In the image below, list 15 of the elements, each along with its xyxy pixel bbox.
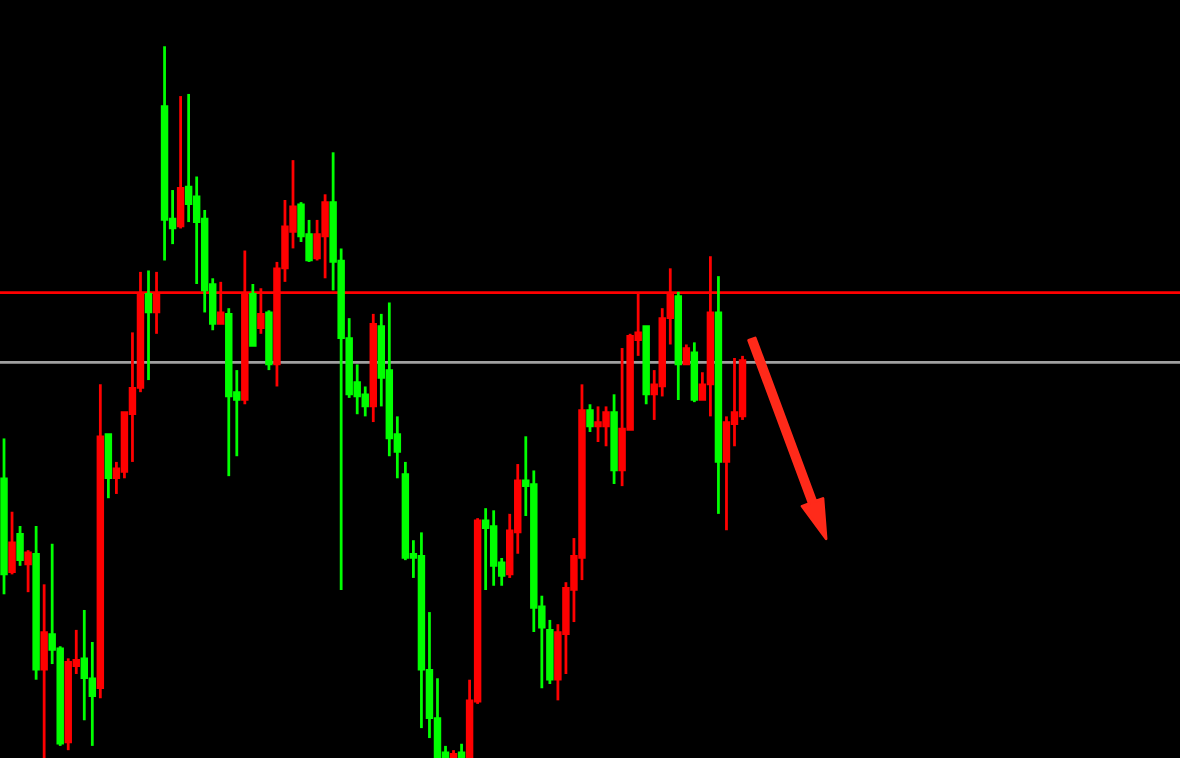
candlestick — [16, 524, 24, 568]
candlestick — [40, 582, 48, 758]
candlestick — [481, 506, 490, 592]
candlestick — [690, 340, 699, 404]
candlestick — [8, 510, 16, 576]
candlestick — [176, 94, 185, 230]
candlestick — [24, 548, 32, 594]
candlestick — [321, 192, 329, 280]
candlestick — [602, 405, 610, 448]
candlestick — [104, 432, 113, 500]
candlestick — [682, 343, 691, 366]
candlestick — [144, 269, 153, 382]
candlestick — [489, 508, 498, 588]
candlestick — [594, 405, 602, 444]
candlestick — [586, 402, 594, 434]
